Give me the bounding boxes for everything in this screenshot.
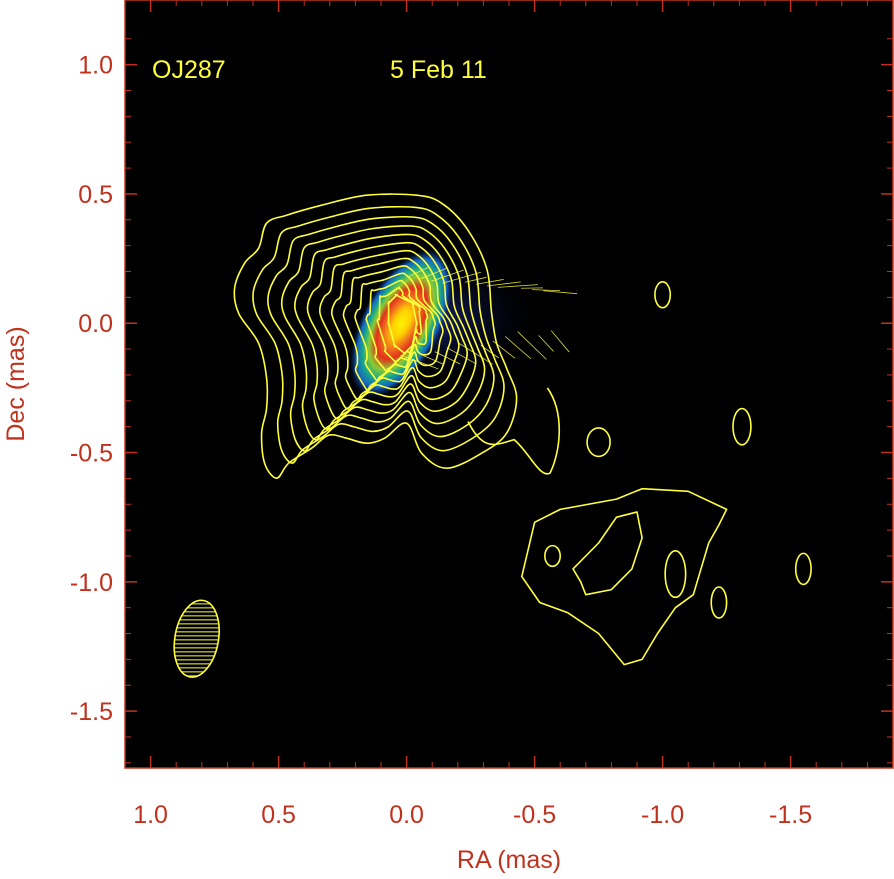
contour-line: [252, 205, 505, 464]
contour-line: [330, 257, 452, 401]
isolated-contour: [664, 549, 687, 599]
polarization-vector: [538, 335, 554, 352]
isolated-contour: [654, 281, 672, 309]
isolated-contour: [586, 427, 611, 458]
polarization-vector: [464, 276, 487, 283]
contour-line: [354, 272, 437, 382]
contour-line: [294, 233, 477, 430]
axis-ticks: [124, 0, 893, 768]
y-tick-label: 0.0: [78, 310, 113, 338]
polarization-vector: [434, 351, 461, 365]
y-tick-label: -1.0: [70, 569, 113, 597]
contour-line: [365, 279, 429, 373]
contour-line: [306, 241, 469, 420]
contour-line: [342, 265, 444, 391]
polarization-vector: [532, 289, 561, 292]
polarization-vector: [400, 354, 439, 370]
polarization-vector: [504, 336, 532, 359]
polarization-vector: [423, 355, 444, 365]
polarization-vector: [543, 290, 578, 295]
polarization-vector: [517, 331, 547, 360]
x-axis-title: RA (mas): [457, 846, 561, 874]
contour-set: [233, 193, 812, 666]
polarization-vector: [446, 347, 477, 365]
x-tick-label: -1.0: [641, 801, 684, 829]
polarization-vector: [550, 330, 570, 353]
x-tick-label: 0.0: [389, 801, 424, 829]
observation-date-label: 5 Feb 11: [390, 56, 487, 84]
isolated-contour: [710, 586, 728, 619]
diffuse-contour: [521, 487, 728, 666]
isolated-contour: [732, 407, 752, 446]
polarization-vector: [480, 345, 500, 359]
polarization-vectors: [400, 266, 578, 370]
contour-line: [387, 293, 418, 355]
isolated-contour: [794, 552, 812, 586]
contour-line: [280, 225, 486, 441]
isolated-contour: [544, 544, 562, 568]
x-tick-label: 1.0: [133, 801, 168, 829]
diffuse-contour: [572, 511, 643, 596]
contour-line: [267, 215, 495, 452]
polarization-vector: [442, 271, 481, 284]
polarization-vector: [458, 342, 493, 365]
y-tick-label: -0.5: [70, 440, 113, 468]
plot-background: [125, 0, 893, 768]
core-emission: [349, 248, 454, 399]
polarization-vector: [409, 266, 430, 277]
y-axis-tick-labels: 1.0 0.5 0.0 -0.5 -1.0 -1.5: [70, 52, 113, 726]
contour-line: [233, 193, 518, 480]
polarization-vector: [475, 279, 504, 285]
contour-line: [318, 249, 460, 410]
x-tick-label: 0.5: [261, 801, 296, 829]
polarization-vector: [497, 284, 538, 288]
x-tick-label: -1.5: [769, 801, 812, 829]
y-tick-label: 0.5: [78, 181, 113, 209]
contour-line: [376, 286, 423, 364]
polarization-vector: [492, 340, 516, 359]
x-tick-label: -0.5: [513, 801, 556, 829]
contour-extension: [467, 387, 561, 475]
polarization-vector: [486, 281, 521, 287]
y-axis-title: Dec (mas): [2, 326, 30, 441]
y-tick-label: -1.5: [70, 698, 113, 726]
x-axis-tick-labels: 1.0 0.5 0.0 -0.5 -1.0 -1.5: [133, 801, 812, 829]
polarization-vector: [431, 269, 464, 282]
intensity-map: [349, 248, 553, 399]
source-name-label: OJ287: [152, 56, 226, 84]
y-tick-label: 1.0: [78, 52, 113, 80]
beam-outline: [173, 599, 220, 678]
polarization-vector: [420, 267, 447, 280]
